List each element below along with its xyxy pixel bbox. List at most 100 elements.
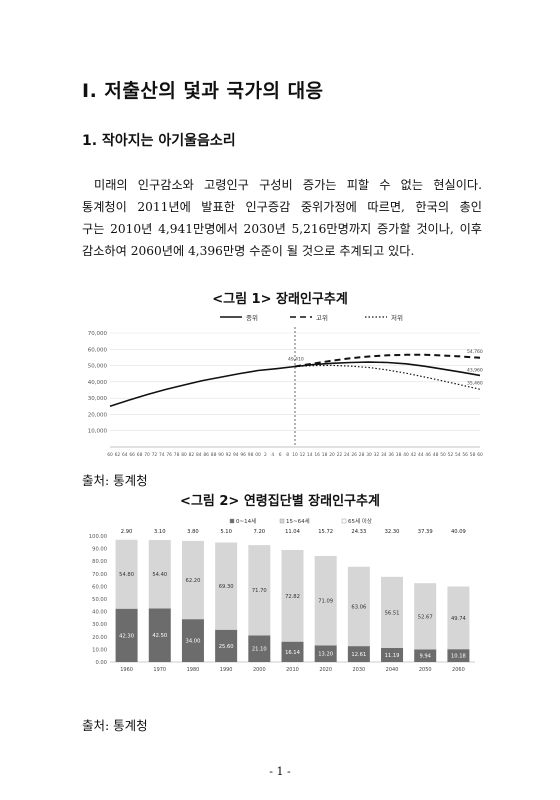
y-tick-label: 70.00 (92, 572, 107, 578)
x-tick-label: 16 (314, 452, 320, 458)
x-tick-label: 88 (211, 452, 217, 458)
figure1-source: 출처: 통계청 (82, 473, 148, 488)
x-tick-label: 40 (403, 452, 409, 458)
x-tick-label: 52 (448, 452, 454, 458)
x-tick-label: 22 (337, 452, 343, 458)
data-label: 7.20 (254, 529, 266, 535)
x-tick-label: 10 (292, 452, 298, 458)
bar-segment (447, 649, 470, 662)
paragraph-line: 통계청이 2011년에 발표한 인구증감 중위가정에 따르면, 한국의 총인 (82, 200, 482, 214)
bar-segment (381, 536, 404, 577)
data-label: 2.90 (121, 529, 133, 535)
x-tick-label: 94 (233, 452, 239, 458)
data-label: 25.60 (219, 644, 234, 650)
y-tick-label: 90.00 (92, 547, 107, 553)
x-tick-label: 42 (411, 452, 417, 458)
data-label: 3.10 (154, 529, 166, 535)
bar-segment (314, 645, 337, 662)
x-tick-label: 4 (271, 452, 274, 458)
data-label: 37.39 (418, 529, 433, 535)
data-label: 40.09 (451, 529, 466, 535)
data-label: 3.80 (187, 529, 199, 535)
subsection-heading: 1. 작아지는 아기울음소리 (82, 133, 236, 149)
x-tick-label: 18 (322, 452, 328, 458)
x-tick-label: 24 (344, 452, 350, 458)
paragraph-line: 구는 2010년 4,941만명에서 2030년 5,216만명까지 증가할 것… (82, 222, 482, 236)
x-tick-label: 1980 (187, 667, 200, 673)
data-label: 56.51 (385, 610, 400, 616)
x-tick-label: 44 (418, 452, 424, 458)
series-line-3 (294, 364, 481, 390)
x-tick-label: 00 (255, 452, 261, 458)
y-tick-label: 50,000 (88, 364, 108, 370)
x-tick-label: 14 (307, 452, 313, 458)
bar-segment (181, 619, 204, 662)
legend-label: 중위 (246, 314, 258, 322)
bar-segment (215, 536, 238, 543)
bar-segment (215, 629, 238, 662)
legend-label: 저위 (391, 313, 403, 322)
bar-segment (115, 608, 138, 662)
y-tick-label: 60,000 (88, 347, 108, 353)
data-label: 54.80 (119, 572, 134, 578)
legend-label: 15~64세 (286, 517, 310, 525)
x-tick-label: 56 (462, 452, 468, 458)
data-label: 42.30 (119, 633, 134, 639)
x-tick-label: 32 (374, 452, 380, 458)
y-tick-label: 60.00 (92, 584, 107, 590)
x-tick-label: 78 (174, 452, 180, 458)
data-label: 52.67 (418, 614, 433, 620)
legend-swatch (279, 518, 285, 524)
annotation-low: 35,460 (467, 380, 483, 386)
x-tick-label: 72 (152, 452, 158, 458)
bar-segment (414, 536, 437, 584)
x-tick-label: 98 (248, 452, 254, 458)
data-label: 34.00 (186, 639, 201, 645)
y-tick-label: 40.00 (92, 610, 107, 616)
bar-segment (314, 535, 337, 556)
data-label: 11.04 (285, 529, 301, 535)
paragraph-line: 미래의 인구감소와 고령인구 구성비 증가는 피할 수 없는 현실이다. (94, 178, 482, 192)
y-tick-label: 10.00 (92, 647, 107, 653)
data-label: 62.20 (186, 578, 201, 584)
section-heading: Ⅰ. 저출산의 덫과 국가의 대응 (82, 80, 324, 102)
x-tick-label: 54 (455, 452, 461, 458)
data-label: 16.14 (285, 650, 301, 656)
x-tick-label: 34 (381, 452, 387, 458)
data-label: 24.33 (351, 529, 366, 535)
population-projection-line-chart: 중위 고위 저위 70,000 60,000 50,000 40,000 30,000 20,0… (88, 313, 483, 458)
y-tick-label: 100.00 (89, 534, 107, 540)
legend-swatch (341, 518, 347, 524)
x-tick-label: 36 (388, 452, 394, 458)
x-tick-label: 2 (264, 452, 267, 458)
x-tick-label: 2000 (253, 667, 266, 673)
x-tick-label: 60 (107, 452, 113, 458)
paragraph-line: 감소하여 2060년에 4,396만명 수준이 될 것으로 추계되고 있다. (82, 244, 415, 258)
bar-segment (414, 649, 437, 662)
x-tick-label: 12 (300, 452, 306, 458)
data-label: 12.61 (351, 652, 366, 658)
figure1-title: <그림 1> 장래인구추계 (212, 292, 348, 307)
bar-segment (148, 539, 171, 609)
annotation-high: 54,760 (467, 349, 483, 355)
bar-segment (181, 540, 204, 620)
age-group-stacked-bar-chart: 0~14세 15~64세 65세 이상 100.00 90.00 80.00 70.00 60… (89, 517, 475, 673)
bar-segment (181, 536, 204, 541)
y-tick-label: 50.00 (92, 597, 107, 603)
data-label: 42.50 (152, 633, 167, 639)
bar-segment (281, 536, 304, 550)
x-tick-label: 74 (159, 452, 165, 458)
data-label: 49.74 (451, 616, 467, 622)
data-label: 72.82 (285, 594, 300, 600)
page-number: - 1 - (269, 765, 291, 778)
bar-segment (314, 555, 337, 646)
x-tick-label: 68 (137, 452, 143, 458)
legend-label: 고위 (316, 314, 328, 322)
data-label: 21.10 (252, 647, 267, 653)
figure2-source: 출처: 통계청 (82, 718, 148, 733)
body-paragraph: 미래의 인구감소와 고령인구 구성비 증가는 피할 수 없는 현실이다. 통계청… (82, 174, 482, 262)
x-tick-label: 62 (115, 452, 121, 458)
data-label: 54.40 (152, 572, 167, 578)
bar-segment (414, 583, 437, 650)
x-tick-label: 2060 (452, 667, 465, 673)
